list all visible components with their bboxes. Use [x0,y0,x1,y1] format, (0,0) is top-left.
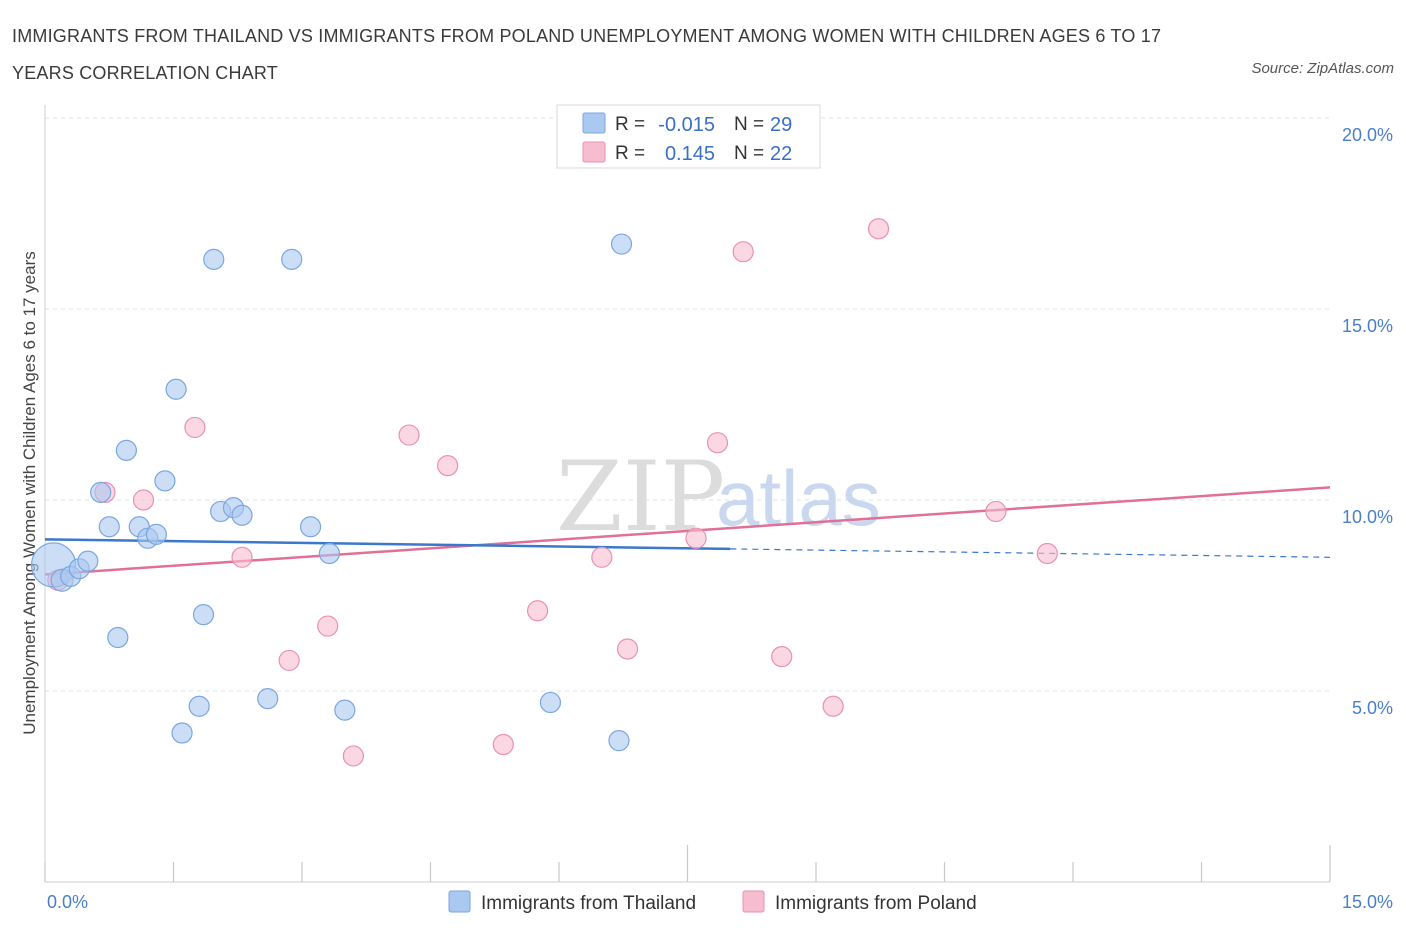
y-tick-label: 20.0% [1342,125,1393,145]
poland-point [132,489,155,511]
poland-point [278,649,300,672]
legend-r-value-poland: 0.145 [665,143,715,165]
legend-n-label-thailand: N = [734,114,764,135]
series-legend-label-poland: Immigrants from Poland [775,893,977,914]
y-tick-label: 5.0% [1352,698,1393,718]
poland-point [437,455,459,477]
thailand-point [610,233,633,255]
series-legend-label-thailand: Immigrants from Thailand [481,893,696,914]
series-legend: Immigrants from Thailand Immigrants from… [448,890,977,914]
poland-point [867,218,890,240]
thailand-point [165,378,187,400]
thailand-point [145,523,167,545]
thailand-point [77,550,99,572]
trend-line-thailand-extension [730,548,1331,558]
x-tick-label-max: 15.0% [1342,892,1393,912]
poland-point [184,416,206,439]
chart-title: IMMIGRANTS FROM THAILAND VS IMMIGRANTS F… [12,26,1162,83]
poland-point [732,241,754,263]
y-tick-label: 10.0% [1342,507,1393,527]
legend-n-value-thailand: 29 [770,114,792,136]
poland-point [771,646,793,668]
source-label: Source: ZipAtlas.com [1251,60,1394,77]
legend-swatch-poland [582,141,606,163]
thailand-point [539,691,562,714]
trend-line-poland [44,486,1331,576]
thailand-point [171,722,193,744]
thailand-point [154,470,176,492]
poland-point [685,527,707,549]
thailand-point [90,481,112,503]
y-tick-labels: 5.0% 10.0% 15.0% 20.0% [1342,125,1393,718]
watermark-atlas: atlas [716,454,881,542]
thailand-point [281,248,303,270]
data-points [30,218,1058,767]
thailand-point [188,695,210,717]
poland-point [822,695,844,717]
legend-swatch-thailand [582,112,606,134]
thailand-point [318,542,341,565]
thailand-point [257,688,279,710]
thailand-point [608,730,630,752]
grid-lines [45,117,1330,692]
y-axis-title: Unemployment Among Women with Children A… [20,251,39,735]
poland-point [231,546,253,568]
poland-point [317,615,339,637]
poland-point [591,546,613,568]
poland-point [342,745,364,767]
poland-point [398,424,420,446]
legend-n-value-poland: 22 [770,143,792,165]
y-tick-label: 15.0% [1342,316,1393,336]
series-legend-swatch-thailand [448,890,471,913]
poland-point [492,733,514,756]
thailand-point [334,699,356,721]
legend-r-value-thailand: -0.015 [658,114,715,136]
series-legend-swatch-poland [742,890,765,913]
thailand-point [231,504,253,526]
x-tick-label-min: 0.0% [47,892,88,912]
thailand-point [107,626,129,649]
thailand-point [115,439,137,461]
correlation-legend: R = -0.015 N = 29 R = 0.145 N = 22 [556,104,821,169]
legend-n-label-poland: N = [734,143,764,164]
poland-point [526,600,549,622]
thailand-point [203,248,225,270]
legend-r-label-thailand: R = [615,114,645,135]
poland-point [1036,542,1058,565]
poland-point [706,432,729,454]
legend-r-label-poland: R = [615,143,645,164]
thailand-point [299,516,322,538]
thailand-point [192,603,215,626]
axes [44,105,1331,883]
poland-point [985,500,1007,523]
thailand-point [98,516,120,538]
poland-point [616,638,639,660]
